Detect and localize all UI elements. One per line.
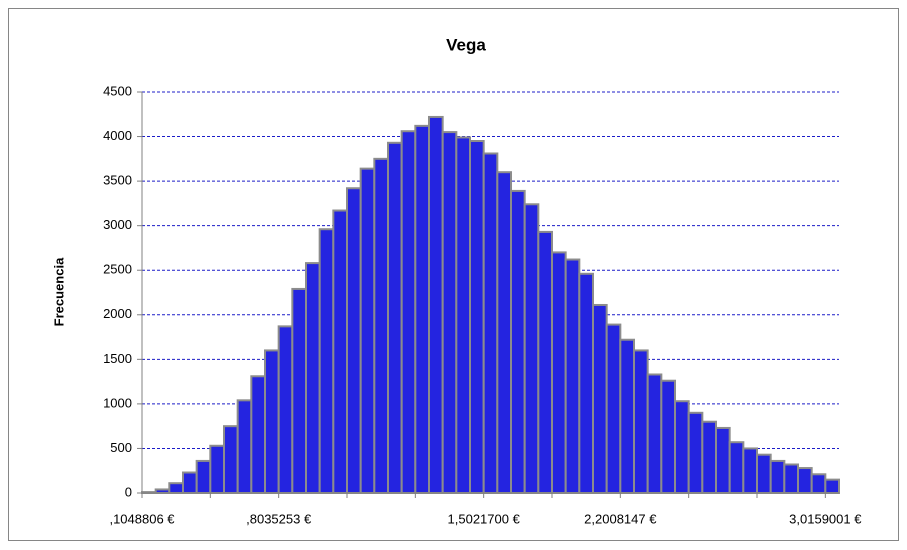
bar bbox=[769, 459, 786, 495]
x-tick-label: ,1048806 € bbox=[109, 511, 175, 526]
bar bbox=[551, 251, 567, 494]
y-tick-label: 500 bbox=[110, 440, 132, 455]
bar bbox=[605, 323, 622, 494]
y-tick-label: 2000 bbox=[103, 306, 132, 321]
y-tick-label: 1500 bbox=[103, 351, 132, 366]
bar bbox=[564, 258, 581, 495]
bar bbox=[264, 349, 280, 494]
bar bbox=[182, 471, 198, 495]
bar bbox=[223, 425, 239, 494]
x-tick-label: 1,5021700 € bbox=[448, 511, 521, 526]
bar bbox=[414, 124, 431, 495]
y-tick-label: 4500 bbox=[103, 83, 132, 98]
bar bbox=[359, 167, 376, 494]
bar bbox=[728, 441, 745, 494]
x-tick-label: 3,0159001 € bbox=[789, 511, 862, 526]
bar bbox=[660, 379, 676, 494]
bar bbox=[482, 152, 499, 494]
bar bbox=[510, 189, 526, 494]
bar bbox=[209, 444, 225, 495]
x-tick-label: ,8035253 € bbox=[246, 511, 312, 526]
bar bbox=[250, 375, 266, 494]
bar bbox=[496, 171, 513, 494]
bar bbox=[373, 157, 390, 494]
bar bbox=[783, 463, 799, 494]
y-axis-label: Frecuencia bbox=[51, 257, 66, 326]
x-tick-label: 2,2008147 € bbox=[584, 511, 657, 526]
bar bbox=[195, 459, 212, 495]
bar bbox=[633, 349, 649, 494]
bar bbox=[236, 399, 253, 494]
bar bbox=[701, 420, 717, 495]
y-tick-label: 3500 bbox=[103, 173, 132, 188]
bar bbox=[674, 400, 690, 494]
bar bbox=[332, 209, 349, 494]
y-tick-label: 0 bbox=[125, 484, 132, 499]
bar bbox=[592, 303, 608, 494]
bar bbox=[810, 473, 827, 494]
bar bbox=[824, 478, 840, 494]
bar bbox=[318, 228, 335, 494]
bar bbox=[646, 373, 663, 494]
bar bbox=[523, 203, 540, 494]
bar bbox=[687, 411, 704, 494]
chart-title: Vega bbox=[446, 35, 486, 54]
bar bbox=[428, 115, 444, 494]
bar bbox=[400, 130, 417, 494]
bar bbox=[537, 230, 553, 494]
bar bbox=[742, 447, 758, 495]
bar bbox=[277, 325, 294, 494]
bar bbox=[455, 136, 472, 495]
bar bbox=[305, 262, 321, 494]
bar bbox=[387, 141, 403, 494]
bar bbox=[441, 131, 458, 494]
bar bbox=[578, 272, 594, 494]
y-tick-label: 3000 bbox=[103, 217, 132, 232]
y-tick-label: 4000 bbox=[103, 128, 132, 143]
bar bbox=[291, 287, 308, 494]
bar bbox=[154, 488, 171, 494]
bar bbox=[797, 467, 813, 494]
y-tick-label: 2500 bbox=[103, 262, 132, 277]
y-tick-label: 1000 bbox=[103, 395, 132, 410]
bar bbox=[715, 426, 731, 494]
bar bbox=[756, 453, 772, 494]
bar bbox=[469, 140, 485, 494]
bar bbox=[619, 338, 635, 494]
bar bbox=[346, 187, 362, 495]
bar bbox=[168, 482, 184, 495]
